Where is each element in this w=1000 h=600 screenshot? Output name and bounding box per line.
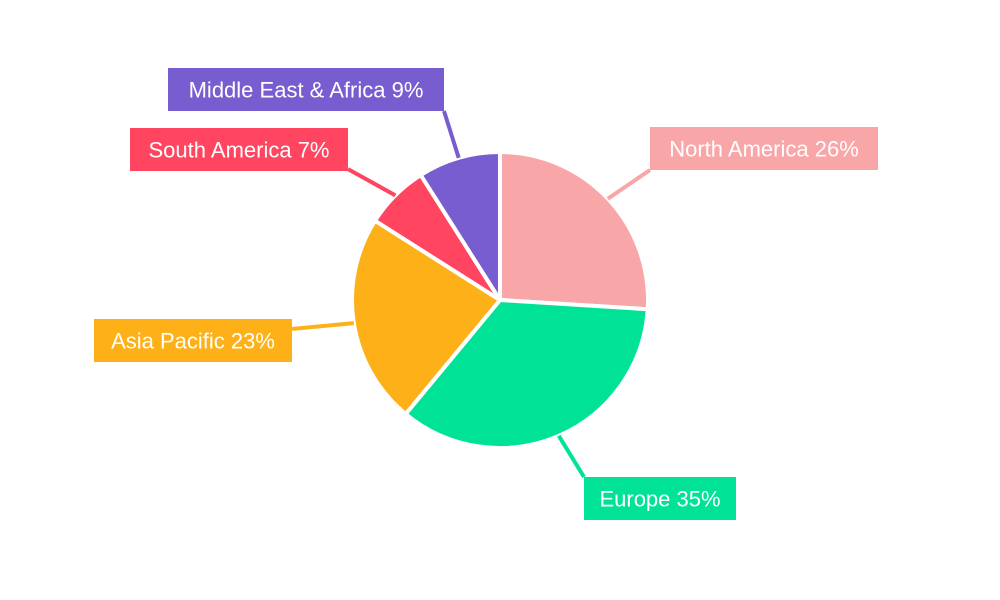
- slice-labels: North America 26% Europe 35% Asia Pacific …: [94, 68, 878, 520]
- slice-europe[interactable]: [403, 298, 650, 450]
- slice-south-america-label: South America 7%: [149, 138, 330, 163]
- slice-south-america-connector: [347, 167, 397, 198]
- slice-north-america-label: North America 26%: [669, 137, 859, 162]
- slice-south-america-label-box: [130, 128, 348, 171]
- slice-north-america-label-box: [650, 127, 878, 170]
- slice-middle-east-africa[interactable]: [418, 150, 502, 302]
- slice-asia-pacific-label: Asia Pacific 23%: [111, 329, 275, 354]
- slice-europe-label: Europe 35%: [599, 487, 720, 512]
- slice-europe-connector: [557, 434, 586, 479]
- slice-middle-east-africa-connector: [442, 110, 461, 159]
- slice-middle-east-africa-label: Middle East & Africa 9%: [189, 78, 424, 103]
- slice-north-america[interactable]: [498, 150, 650, 312]
- slice-europe-label-box: [584, 477, 736, 520]
- slice-asia-pacific-label-box: [94, 319, 292, 362]
- slice-north-america-connector: [606, 168, 652, 201]
- slice-asia-pacific-connector: [291, 321, 355, 331]
- slice-middle-east-africa-label-box: [168, 68, 444, 111]
- pie-slices: [350, 150, 650, 450]
